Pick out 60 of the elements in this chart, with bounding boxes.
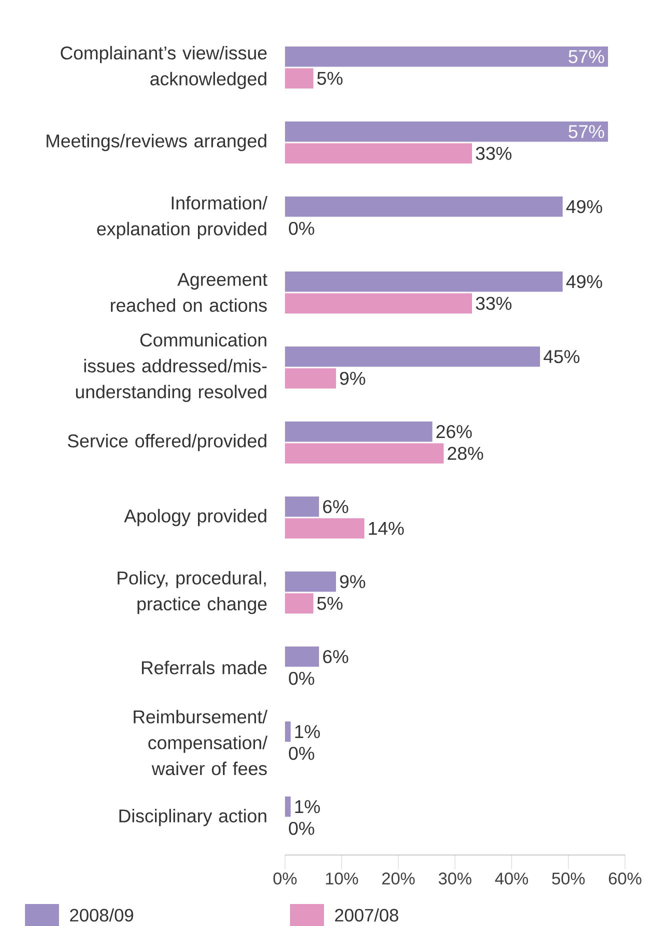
data-label: 0%: [288, 746, 314, 760]
data-label: 14%: [368, 522, 404, 535]
data-label: 57%: [568, 125, 604, 138]
data-label: 9%: [340, 575, 366, 588]
data-label: 0%: [288, 222, 314, 235]
y-tick-label: Information/ explanation provided: [97, 196, 268, 240]
bar: [285, 68, 314, 88]
data-label: 1%: [295, 725, 320, 738]
y-tick-label: Reimbursement/ compensation/ waiver of fees: [134, 710, 268, 776]
y-tick-label: Service offered/provided: [68, 434, 266, 452]
bar: [285, 572, 336, 592]
data-label: 45%: [544, 350, 580, 364]
data-label: 0%: [288, 822, 314, 835]
bar: [285, 122, 608, 142]
y-tick-label: Complainant’s view/issue acknowledged: [60, 46, 267, 90]
x-tick-label: 10%: [326, 872, 358, 885]
data-label: 1%: [295, 800, 320, 814]
data-label: 57%: [568, 50, 604, 64]
y-tick-label: Apology provided: [124, 508, 266, 526]
data-label: 5%: [317, 596, 343, 610]
data-label: 49%: [566, 275, 602, 288]
bar: [285, 646, 319, 667]
data-label: 49%: [566, 200, 602, 214]
bar: [285, 46, 608, 67]
x-tick-label: 30%: [438, 872, 472, 885]
bar: [285, 518, 364, 539]
y-tick-label: Agreement reached on actions: [110, 273, 268, 312]
x-tick-label: 40%: [495, 872, 528, 885]
data-label: 5%: [317, 72, 343, 85]
x-tick-label: 50%: [552, 872, 585, 885]
data-label: 26%: [436, 425, 472, 438]
y-tick-label: Policy, procedural, practice change: [118, 570, 267, 614]
bar: [285, 272, 563, 292]
data-label: 0%: [288, 672, 314, 685]
bar: [285, 593, 314, 614]
bar: [285, 443, 444, 464]
data-label: 9%: [340, 372, 366, 385]
y-tick-label: Communication issues addressed/mis-understanding resolved: [76, 333, 267, 402]
y-tick-label: Disciplinary action: [119, 808, 266, 826]
y-tick-label: Referrals made: [142, 660, 267, 674]
legend-label: 2008/09: [70, 908, 134, 922]
bar: [285, 796, 291, 817]
bar: [285, 293, 472, 314]
data-label: 28%: [448, 446, 484, 460]
bar: [285, 422, 432, 442]
data-label: 33%: [476, 146, 512, 160]
x-tick-label: 60%: [608, 872, 642, 885]
data-label: 33%: [476, 296, 512, 310]
bar: [285, 496, 319, 517]
bar: [285, 722, 291, 742]
legend-label: 2007/08: [335, 908, 398, 922]
x-tick-label: 20%: [382, 872, 415, 885]
data-label: 6%: [323, 650, 348, 664]
bar: [285, 346, 540, 367]
bar: [285, 196, 563, 217]
y-tick-label: Meetings/reviews arranged: [46, 134, 266, 152]
x-tick-label: 0%: [273, 872, 297, 885]
bar: [285, 143, 472, 164]
bar: [285, 368, 336, 389]
data-label: 6%: [323, 500, 348, 514]
